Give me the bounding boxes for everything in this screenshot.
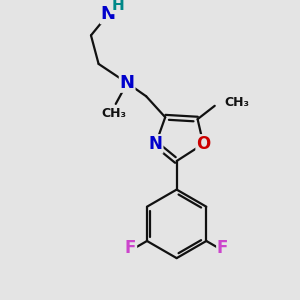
Text: H: H (111, 0, 124, 14)
Text: N: N (100, 5, 116, 23)
Text: N: N (120, 74, 135, 92)
Text: F: F (217, 238, 228, 256)
Text: N: N (149, 135, 163, 153)
Text: CH₃: CH₃ (224, 95, 249, 109)
Text: F: F (125, 238, 136, 256)
Text: O: O (196, 135, 210, 153)
Text: CH₃: CH₃ (101, 107, 126, 120)
